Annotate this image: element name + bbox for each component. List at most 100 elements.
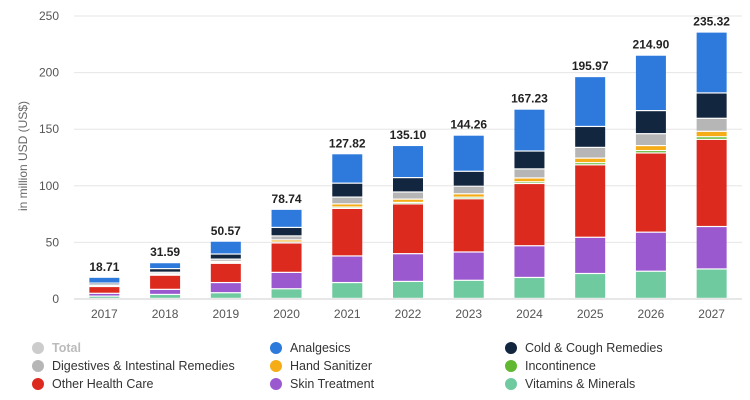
bar-segment-digestives-intestinal-remedies[interactable] [210,259,241,261]
bar-segment-hand-sanitizer[interactable] [332,204,363,207]
bar-segment-vitamins-minerals[interactable] [271,289,302,298]
legend-item-digestives[interactable]: Digestives & Intestinal Remedies [32,358,235,374]
legend-label-total: Total [52,341,81,355]
bar-segment-skin-treatment[interactable] [271,272,302,289]
bar-segment-hand-sanitizer[interactable] [635,146,666,150]
bar-segment-skin-treatment[interactable] [150,289,181,294]
bar-segment-cold-cough-remedies[interactable] [393,178,423,192]
legend-swatch-incontinence [505,360,517,372]
legend-item-incontinence[interactable]: Incontinence [505,358,596,374]
bar-segment-other-health-care[interactable] [635,153,666,232]
y-axis-ticks: 0 50 100 150 200 250 [39,9,59,306]
bar-segment-digestives-intestinal-remedies[interactable] [332,197,363,204]
bar-segment-analgesics[interactable] [696,32,727,93]
bar-segment-analgesics[interactable] [89,277,120,283]
bar-segment-vitamins-minerals[interactable] [150,295,181,298]
x-tick-label: 2026 [638,307,665,321]
bar-segment-cold-cough-remedies[interactable] [696,93,727,118]
bar-segment-skin-treatment[interactable] [89,293,120,296]
legend-label-skin-treatment: Skin Treatment [290,377,375,391]
bar-segment-other-health-care[interactable] [393,204,423,254]
bar-segment-digestives-intestinal-remedies[interactable] [635,134,666,145]
total-data-label: 18.71 [89,260,119,274]
bar-segment-vitamins-minerals[interactable] [393,282,423,298]
bar-segment-other-health-care[interactable] [89,287,120,293]
x-tick-label: 2025 [577,307,604,321]
x-axis-ticks: 2017 2018 2019 2020 2021 2022 2023 2024 2025 2026… [91,307,725,321]
bar-segment-vitamins-minerals[interactable] [514,278,545,298]
bar-segment-skin-treatment[interactable] [575,237,606,273]
bar-segment-cold-cough-remedies[interactable] [150,269,181,272]
bar-segment-hand-sanitizer[interactable] [696,131,727,137]
bar-segment-digestives-intestinal-remedies[interactable] [575,147,606,158]
bar-segment-other-health-care[interactable] [696,139,727,226]
bar-segment-analgesics[interactable] [271,209,302,227]
bar-segment-hand-sanitizer[interactable] [575,158,606,163]
bar-segment-other-health-care[interactable] [332,209,363,256]
bar-segment-digestives-intestinal-remedies[interactable] [271,236,302,240]
legend-item-cold-cough[interactable]: Cold & Cough Remedies [505,340,663,356]
total-labels: 18.71 31.59 50.57 78.74 127.82 135.10 144.26 16… [89,15,730,274]
bar-segment-cold-cough-remedies[interactable] [575,127,606,147]
bar-segment-cold-cough-remedies[interactable] [210,254,241,259]
bar-segment-skin-treatment[interactable] [393,254,423,281]
legend-label-analgesics: Analgesics [290,341,351,355]
bar-segment-analgesics[interactable] [210,241,241,254]
bar-segment-other-health-care[interactable] [453,199,484,252]
x-tick-label: 2027 [698,307,725,321]
bar-segment-vitamins-minerals[interactable] [332,283,363,298]
bar-segment-cold-cough-remedies[interactable] [514,151,545,169]
bar-segment-other-health-care[interactable] [150,275,181,289]
bar-segment-analgesics[interactable] [150,263,181,269]
bar-segment-cold-cough-remedies[interactable] [635,111,666,134]
total-data-label: 235.32 [693,15,730,29]
bar-segment-skin-treatment[interactable] [453,252,484,280]
legend-item-vitamins-minerals[interactable]: Vitamins & Minerals [505,376,635,392]
bar-segment-incontinence[interactable] [575,163,606,165]
bar-segment-skin-treatment[interactable] [210,283,241,293]
bar-segment-analgesics[interactable] [453,135,484,171]
bar-segment-hand-sanitizer[interactable] [271,240,302,242]
legend-item-skin-treatment[interactable]: Skin Treatment [270,376,374,392]
bar-segment-cold-cough-remedies[interactable] [271,228,302,236]
x-tick-label: 2024 [516,307,543,321]
legend-item-other-health-care[interactable]: Other Health Care [32,376,153,392]
bar-segment-vitamins-minerals[interactable] [89,296,120,298]
bar-segment-analgesics[interactable] [575,77,606,126]
bar-segment-vitamins-minerals[interactable] [575,274,606,298]
bar-segment-vitamins-minerals[interactable] [635,271,666,298]
bar-segment-skin-treatment[interactable] [514,246,545,277]
bar-segment-vitamins-minerals[interactable] [210,293,241,298]
legend-item-hand-sanitizer[interactable]: Hand Sanitizer [270,358,372,374]
bar-segment-digestives-intestinal-remedies[interactable] [393,192,423,199]
bar-segment-skin-treatment[interactable] [635,232,666,271]
total-data-label: 135.10 [390,128,427,142]
bar-segment-digestives-intestinal-remedies[interactable] [696,118,727,131]
bar-segment-hand-sanitizer[interactable] [453,194,484,197]
total-data-label: 167.23 [511,92,548,106]
bar-segment-hand-sanitizer[interactable] [514,178,545,182]
total-data-label: 78.74 [272,192,302,206]
bar-segment-skin-treatment[interactable] [696,227,727,269]
bar-segment-other-health-care[interactable] [575,165,606,237]
bar-segment-digestives-intestinal-remedies[interactable] [453,186,484,194]
bar-segment-other-health-care[interactable] [210,263,241,282]
legend-item-total[interactable]: Total [32,340,81,356]
bar-segment-incontinence[interactable] [696,137,727,139]
bar-segment-analgesics[interactable] [514,109,545,151]
bar-segment-other-health-care[interactable] [271,243,302,272]
legend-item-analgesics[interactable]: Analgesics [270,340,350,356]
legend-label-hand-sanitizer: Hand Sanitizer [290,359,372,373]
bar-segment-skin-treatment[interactable] [332,256,363,282]
bar-segment-digestives-intestinal-remedies[interactable] [514,169,545,178]
bar-segment-cold-cough-remedies[interactable] [332,183,363,197]
bar-segment-vitamins-minerals[interactable] [696,269,727,298]
bar-segment-analgesics[interactable] [393,146,423,178]
bar-segment-hand-sanitizer[interactable] [393,199,423,202]
bar-segment-vitamins-minerals[interactable] [453,280,484,298]
bar-segment-analgesics[interactable] [635,55,666,111]
bar-segment-other-health-care[interactable] [514,184,545,246]
bar-segment-analgesics[interactable] [332,154,363,183]
bar-segment-cold-cough-remedies[interactable] [453,171,484,186]
bar-segment-incontinence[interactable] [635,151,666,153]
